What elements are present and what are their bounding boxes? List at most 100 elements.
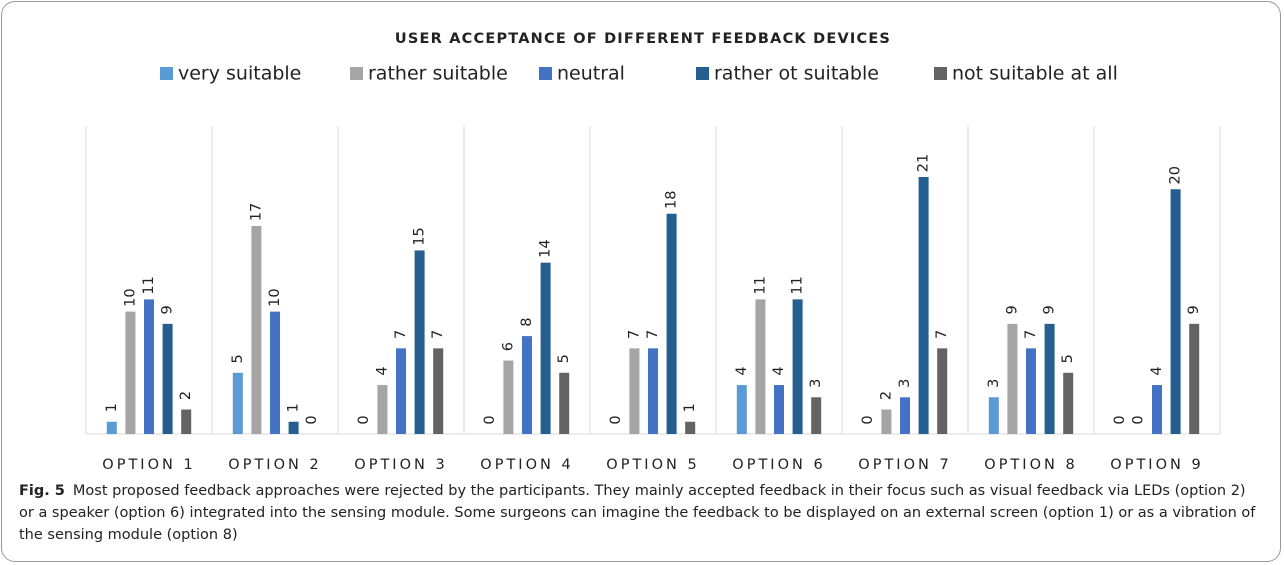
bar [774,385,784,434]
bar [1152,385,1162,434]
bar [106,421,117,434]
data-label: 4 [771,366,787,375]
data-label: 7 [1023,330,1039,339]
data-label: 1 [682,403,698,412]
data-label: 10 [122,288,138,306]
data-label: 15 [412,227,428,245]
data-label: 9 [1042,305,1058,314]
x-tick-label: OPTION 4 [480,457,573,472]
data-label: 4 [1149,366,1165,375]
data-label: 11 [141,276,157,294]
bar [736,385,747,434]
bar [503,360,514,434]
bar [181,409,192,434]
legend-label: rather suitable [368,63,508,85]
legend-swatch [160,67,173,80]
data-label: 7 [626,330,642,339]
x-tick-label: OPTION 5 [606,457,699,472]
bar [414,250,425,434]
data-label: 4 [374,366,390,375]
bar [755,299,766,434]
data-label: 21 [916,154,932,172]
bar [1044,323,1055,434]
data-label: 1 [104,403,120,412]
bar [1170,189,1181,434]
figure-label: Fig. 5 [19,483,65,499]
data-label: 11 [752,276,768,294]
x-tick-label: OPTION 1 [102,457,195,472]
data-label: 18 [664,190,680,208]
bar [288,421,299,434]
bar [937,348,948,434]
data-label: 9 [160,305,176,314]
bar [396,348,406,434]
bar [1063,372,1074,434]
x-tick-label: OPTION 6 [732,457,825,472]
data-label: 8 [519,317,535,326]
data-label: 9 [1186,305,1202,314]
data-label: 2 [178,391,194,400]
legend-label: neutral [557,63,625,85]
data-label: 20 [1168,166,1184,184]
bar [1189,323,1200,434]
data-label: 17 [248,203,264,221]
data-label: 6 [500,342,516,351]
bar [251,225,262,434]
chart: USER ACCEPTANCE OF DIFFERENT FEEDBACK DE… [85,31,1221,472]
bar [144,299,154,434]
data-label: 1 [286,403,302,412]
data-label: 7 [393,330,409,339]
data-label: 11 [790,276,806,294]
bar [988,397,999,434]
caption-text: Most proposed feedback approaches were r… [19,483,1256,543]
legend-label: very suitable [178,63,301,85]
data-label: 0 [356,415,372,424]
data-label: 4 [734,366,750,375]
bar [629,348,640,434]
bar [433,348,444,434]
data-label: 3 [808,379,824,388]
data-label: 7 [934,330,950,339]
bar [1007,323,1018,434]
data-label: 0 [1130,415,1146,424]
bar [648,348,658,434]
bar [666,213,677,434]
legend-swatch [696,67,709,80]
bar [270,311,280,434]
data-label: 0 [304,415,320,424]
bar [918,177,929,434]
data-label: 10 [267,288,283,306]
bar [685,421,696,434]
data-label: 9 [1004,305,1020,314]
chart-title: USER ACCEPTANCE OF DIFFERENT FEEDBACK DE… [395,31,891,47]
data-label: 0 [482,415,498,424]
data-label: 7 [645,330,661,339]
data-label: 2 [878,391,894,400]
data-label: 7 [430,330,446,339]
data-label: 5 [1060,354,1076,363]
x-tick-label: OPTION 3 [354,457,447,472]
bar [125,311,136,434]
bar [232,372,243,434]
data-label: 0 [608,415,624,424]
data-label: 3 [897,379,913,388]
x-tick-label: OPTION 9 [1110,457,1203,472]
bar [559,372,570,434]
data-label: 3 [986,379,1002,388]
legend-label: not suitable at all [952,63,1118,85]
caption: Fig. 5 Most proposed feedback approaches … [19,480,1264,546]
legend-swatch [934,67,947,80]
data-label: 14 [538,239,554,257]
bar [811,397,822,434]
data-label: 5 [556,354,572,363]
bar [1026,348,1036,434]
bar [881,409,892,434]
bar [162,323,173,434]
bar [522,336,532,434]
data-label: 0 [860,415,876,424]
bar [900,397,910,434]
legend-label: rather ot suitable [714,63,879,85]
x-tick-label: OPTION 7 [858,457,951,472]
data-label: 5 [230,354,246,363]
